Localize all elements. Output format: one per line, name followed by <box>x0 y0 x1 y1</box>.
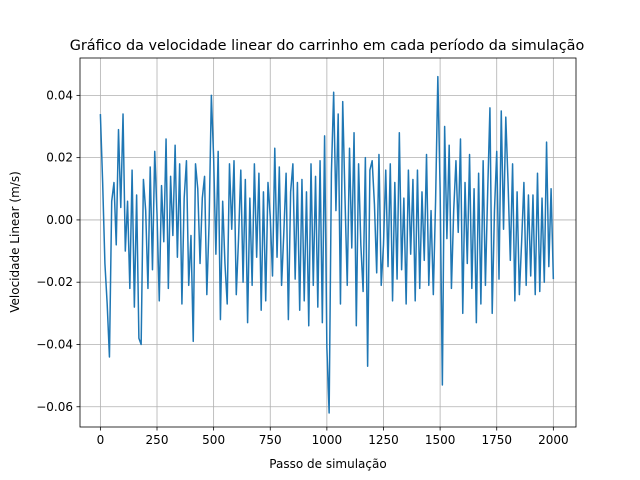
x-axis: 0 250 500 750 1000 1250 1500 1750 2000 <box>97 427 569 447</box>
y-tick-label: 0.00 <box>46 213 73 227</box>
series-layer <box>99 75 555 414</box>
plot-frame <box>79 57 577 428</box>
x-tick-label: 0 <box>97 433 105 447</box>
y-tick-label: −0.02 <box>36 275 73 289</box>
y-tick-label: −0.04 <box>36 337 73 351</box>
x-tick-label: 500 <box>202 433 225 447</box>
x-tick-label: 1250 <box>368 433 399 447</box>
x-tick-label: 750 <box>259 433 282 447</box>
x-tick-label: 2000 <box>538 433 569 447</box>
y-tick-label: 0.02 <box>46 151 73 165</box>
y-tick-label: 0.04 <box>46 88 73 102</box>
chart-title: Gráfico da velocidade linear do carrinho… <box>70 38 585 54</box>
y-tick-label: −0.06 <box>36 400 73 414</box>
x-tick-label: 1000 <box>312 433 343 447</box>
series-line <box>99 75 555 414</box>
y-axis-label: Velocidade Linear (m/s) <box>8 171 22 313</box>
x-tick-label: 1500 <box>425 433 456 447</box>
y-axis: −0.06 −0.04 −0.02 0.00 0.02 0.04 <box>36 88 80 414</box>
x-tick-label: 1750 <box>481 433 512 447</box>
x-axis-label: Passo de simulação <box>269 457 386 471</box>
x-tick-label: 250 <box>146 433 169 447</box>
